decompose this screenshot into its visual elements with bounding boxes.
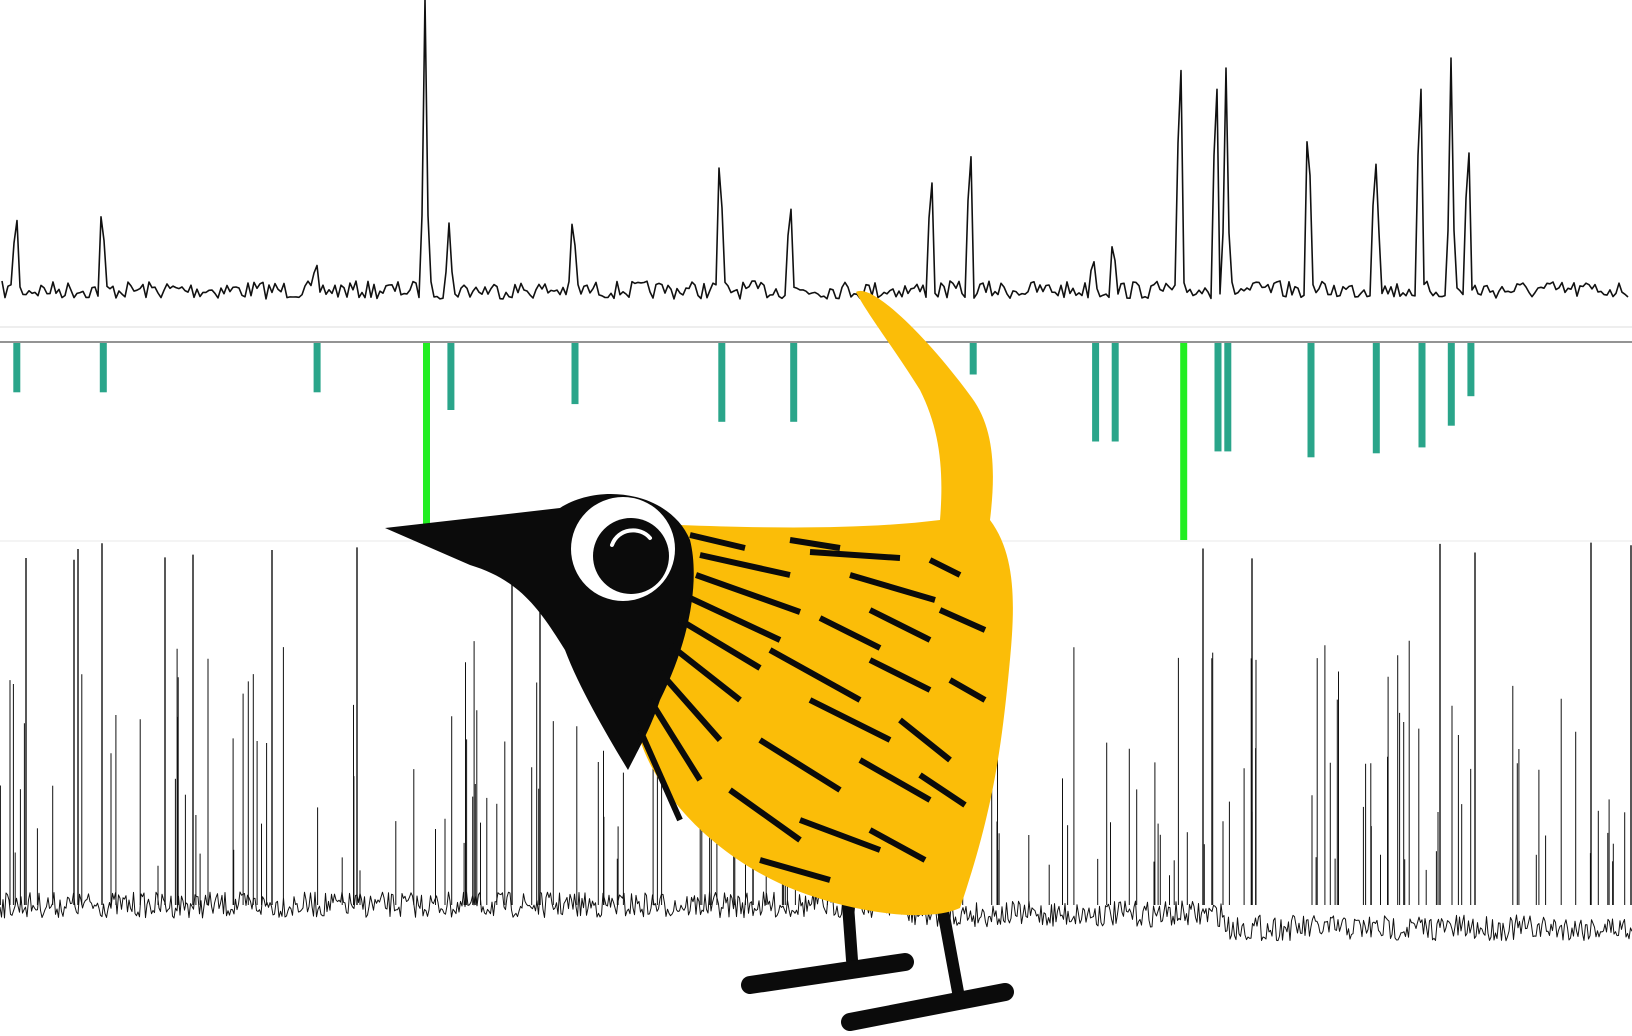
feather-stroke xyxy=(938,607,987,633)
event-marker xyxy=(969,343,977,375)
event-markers-panel xyxy=(13,343,1475,540)
event-marker xyxy=(1111,343,1119,442)
event-marker xyxy=(13,343,21,393)
feather-stroke xyxy=(849,572,936,603)
feather-stroke xyxy=(657,670,723,742)
feather-stroke xyxy=(798,817,882,853)
feather-stroke xyxy=(768,647,862,703)
feather-stroke xyxy=(868,827,927,863)
bird-eye-highlight xyxy=(610,528,652,547)
feather-stroke xyxy=(789,537,841,551)
event-marker xyxy=(1372,343,1380,454)
event-marker xyxy=(1418,343,1426,448)
feather-stroke xyxy=(688,595,782,643)
event-marker xyxy=(718,343,726,422)
feather-stroke xyxy=(818,615,882,651)
feather-stroke xyxy=(928,557,962,578)
feather-stroke xyxy=(668,642,742,703)
event-marker xyxy=(99,343,107,393)
bird-feather-strokes xyxy=(637,532,987,883)
top-signal-trace xyxy=(1,0,1629,300)
event-marker xyxy=(571,343,579,405)
feather-stroke xyxy=(808,697,892,743)
feather-stroke xyxy=(858,757,932,803)
feather-stroke xyxy=(759,857,831,883)
top-trace-panel xyxy=(1,0,1629,300)
feather-stroke xyxy=(918,772,967,808)
event-marker xyxy=(1307,343,1315,458)
feather-stroke xyxy=(678,617,762,671)
feather-stroke xyxy=(868,607,932,643)
bird-legs xyxy=(741,899,1014,1031)
feather-stroke xyxy=(809,549,901,561)
feather-stroke xyxy=(699,552,791,578)
feather-stroke xyxy=(647,698,703,782)
event-marker xyxy=(447,343,455,410)
feather-stroke xyxy=(868,657,932,693)
feather-stroke xyxy=(728,787,802,843)
feather-stroke xyxy=(758,737,842,793)
event-marker xyxy=(1180,343,1188,540)
feather-stroke xyxy=(689,532,746,551)
event-marker xyxy=(1467,343,1475,397)
event-marker xyxy=(1224,343,1232,452)
event-marker xyxy=(790,343,798,422)
event-marker xyxy=(1447,343,1455,426)
feather-stroke xyxy=(948,677,987,703)
event-marker xyxy=(313,343,321,393)
bird-body xyxy=(618,290,1013,916)
feather-stroke xyxy=(898,717,952,763)
feather-stroke xyxy=(694,572,802,615)
event-marker xyxy=(423,343,430,540)
event-marker xyxy=(1092,343,1100,442)
event-marker xyxy=(1214,343,1222,452)
feather-stroke xyxy=(637,728,683,822)
